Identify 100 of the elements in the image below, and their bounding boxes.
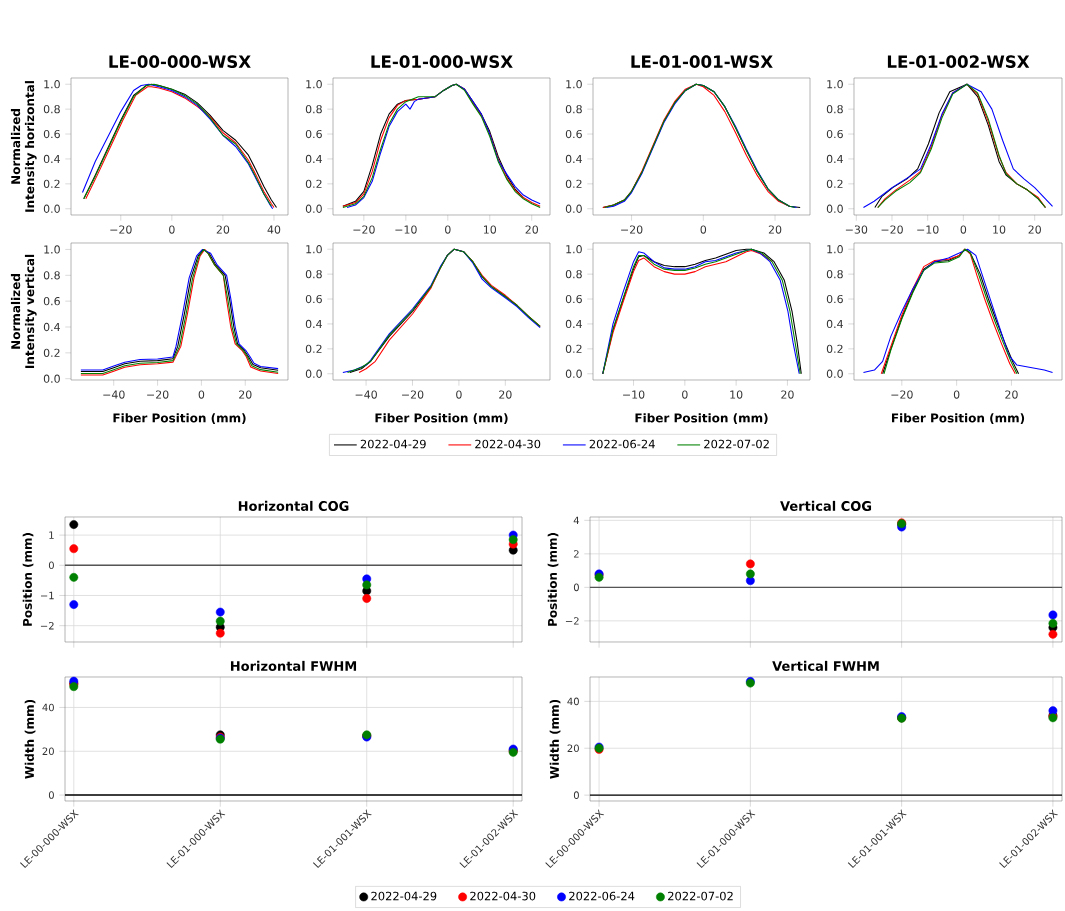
x-tick-label: −30 bbox=[845, 225, 868, 234]
x-tick-label: −10 bbox=[395, 225, 417, 234]
y-tick-label: 0.2 bbox=[43, 179, 60, 189]
x-tick-label: 0 bbox=[700, 225, 707, 234]
chart-title: Vertical FWHM bbox=[772, 660, 879, 671]
y-tick-label: 0.0 bbox=[565, 369, 582, 378]
x-tick-label: 0 bbox=[445, 225, 451, 234]
y-axis-title: Width (mm) bbox=[24, 699, 36, 779]
y-tick-label: 40 bbox=[567, 697, 579, 706]
y-tick-label: 1.0 bbox=[306, 245, 322, 254]
y-tick-label: 0.4 bbox=[43, 322, 60, 332]
x-tick-label: −10 bbox=[917, 225, 939, 234]
y-tick-label: −1 bbox=[40, 591, 54, 600]
y-tick-label: 0 bbox=[573, 791, 579, 799]
y-tick-label: 20 bbox=[42, 747, 54, 756]
y-tick-label: 0.8 bbox=[43, 104, 60, 114]
legend-label: 2022-04-29 bbox=[360, 439, 426, 449]
x-tick-label: 0 bbox=[953, 390, 960, 399]
x-tick-label: 40 bbox=[267, 225, 281, 234]
y-tick-label: 0.2 bbox=[43, 348, 60, 357]
x-tick-label: 20 bbox=[1028, 225, 1041, 234]
y-axis-title: Normalized Intensity vertical bbox=[10, 254, 37, 369]
x-tick-label: 20 bbox=[781, 390, 794, 399]
legend-label: 2022-04-29 bbox=[371, 891, 437, 901]
legend-label: 2022-04-30 bbox=[470, 891, 536, 901]
y-tick-label: 0.0 bbox=[565, 204, 582, 213]
x-tick-label: 0 bbox=[456, 390, 462, 399]
y-tick-label: 0.4 bbox=[565, 319, 582, 329]
y-tick-label: 2 bbox=[573, 550, 579, 558]
y-tick-label: 0.8 bbox=[305, 104, 322, 114]
y-tick-label: 4 bbox=[573, 516, 580, 524]
y-tick-label: 1.0 bbox=[44, 80, 60, 89]
x-tick-label: −20 bbox=[881, 225, 903, 234]
x-tick-label: 0 bbox=[960, 225, 967, 234]
y-tick-label: 0.2 bbox=[565, 179, 582, 189]
y-tick-label: 0 bbox=[48, 561, 54, 570]
x-tick-label: −20 bbox=[621, 225, 643, 234]
x-tick-label: −20 bbox=[110, 225, 132, 234]
y-tick-label: 0.6 bbox=[565, 294, 582, 304]
y-tick-label: 0.4 bbox=[826, 154, 843, 164]
x-tick-label: 10 bbox=[993, 225, 1006, 234]
chart-title: LE-01-002-WSX bbox=[887, 55, 1030, 68]
y-tick-label: 0.0 bbox=[305, 369, 322, 378]
x-tick-label: 20 bbox=[525, 225, 539, 234]
y-tick-label: −2 bbox=[565, 617, 579, 625]
x-tick-label: 20 bbox=[239, 390, 252, 399]
y-tick-label: 0.6 bbox=[43, 297, 60, 306]
y-tick-label: 0.8 bbox=[43, 271, 60, 280]
y-tick-label: 0.4 bbox=[305, 319, 322, 329]
y-tick-label: 0.2 bbox=[305, 344, 322, 353]
y-tick-label: 0.4 bbox=[305, 154, 322, 164]
y-tick-label: 0 bbox=[573, 583, 579, 592]
y-tick-label: 0.4 bbox=[826, 319, 843, 329]
legend-label: 2022-04-30 bbox=[475, 439, 541, 449]
x-tick-label: 0 bbox=[198, 390, 205, 399]
chart-title: Horizontal FWHM bbox=[230, 660, 357, 671]
x-tick-label: 0 bbox=[682, 390, 688, 399]
x-tick-label: 20 bbox=[499, 390, 512, 399]
y-tick-label: −2 bbox=[40, 621, 54, 630]
y-tick-label: 0.8 bbox=[305, 269, 322, 279]
y-tick-label: 0.4 bbox=[565, 154, 582, 164]
y-tick-label: 0.8 bbox=[826, 269, 843, 279]
y-tick-label: 0.8 bbox=[565, 104, 582, 114]
chart-title: LE-01-001-WSX bbox=[631, 55, 773, 68]
y-axis-title: Position (mm) bbox=[22, 533, 34, 626]
y-axis-title: Width (mm) bbox=[549, 699, 561, 779]
y-tick-label: 0.6 bbox=[565, 129, 582, 139]
x-axis-title: Fiber Position (mm) bbox=[113, 413, 246, 424]
legend-label: 2022-06-24 bbox=[569, 891, 635, 901]
x-tick-label: 20 bbox=[216, 225, 230, 234]
y-tick-label: 0.6 bbox=[43, 129, 60, 139]
y-tick-label: 40 bbox=[42, 703, 54, 712]
y-tick-label: 0.6 bbox=[305, 129, 322, 139]
y-tick-label: 0.8 bbox=[565, 269, 582, 279]
x-tick-label: −40 bbox=[103, 390, 125, 399]
chart-title: Vertical COG bbox=[780, 500, 872, 511]
y-tick-label: 0.6 bbox=[826, 129, 843, 139]
x-axis-title: Fiber Position (mm) bbox=[892, 413, 1025, 424]
y-tick-label: 0.2 bbox=[305, 179, 322, 189]
x-tick-label: −20 bbox=[147, 390, 169, 399]
y-tick-label: 0.2 bbox=[826, 344, 843, 354]
x-tick-label: −10 bbox=[623, 390, 645, 399]
x-tick-label: −40 bbox=[355, 390, 377, 399]
chart-title: LE-01-000-WSX bbox=[371, 55, 513, 68]
chart-title: Horizontal COG bbox=[238, 500, 349, 511]
x-tick-label: 20 bbox=[768, 225, 782, 234]
y-tick-label: 0.6 bbox=[826, 294, 843, 304]
x-tick-label: −20 bbox=[353, 225, 375, 234]
y-tick-label: 0.0 bbox=[305, 204, 322, 213]
legend-label: 2022-07-02 bbox=[704, 439, 769, 449]
y-tick-label: 1.0 bbox=[44, 245, 60, 254]
y-axis-title: Normalized Intensity horizontal bbox=[10, 81, 37, 212]
y-tick-label: 1.0 bbox=[827, 245, 843, 254]
y-tick-label: 0.8 bbox=[826, 104, 843, 114]
y-tick-label: 1.0 bbox=[306, 80, 322, 89]
y-tick-label: 20 bbox=[567, 744, 579, 753]
y-tick-label: 0.2 bbox=[565, 344, 582, 354]
chart-title: LE-00-000-WSX bbox=[109, 55, 251, 68]
y-tick-label: 1 bbox=[49, 531, 54, 539]
y-tick-label: 0 bbox=[48, 791, 54, 799]
